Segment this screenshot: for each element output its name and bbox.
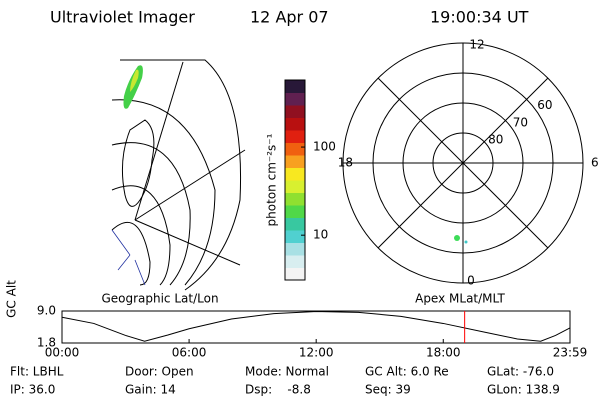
orbit-frame: [61, 310, 571, 344]
colorbar-segment: [285, 267, 305, 281]
instrument: Ultraviolet Imager: [50, 8, 195, 27]
mlat-label: 60: [537, 98, 552, 112]
y-tick-label: 1.8: [37, 336, 56, 350]
colorbar-segment: [285, 105, 305, 118]
date: 12 Apr 07: [250, 8, 329, 27]
spoke: [377, 77, 549, 249]
polar-label: Apex MLat/MLT: [415, 292, 505, 306]
info-field: IP: 36.0: [10, 383, 55, 397]
aurora-spot: [454, 235, 460, 241]
mlt-label: 0: [467, 274, 475, 288]
time: 19:00:34 UT: [430, 8, 529, 27]
aurora-spot: [464, 240, 468, 244]
colorbar-tick-label: 100: [313, 140, 336, 154]
colorbar-segment: [285, 192, 305, 206]
y-tick-label: 9.0: [37, 304, 56, 318]
mlt-label: 6: [591, 156, 599, 170]
colorbar-segment: [285, 205, 305, 218]
info-field: GLat: -76.0: [487, 365, 554, 379]
x-tick-label: 00:00: [45, 346, 80, 360]
mlat-label: 70: [513, 115, 528, 129]
info-field: Dsp: -8.8: [245, 383, 311, 397]
info-field: Mode: Normal: [245, 365, 329, 379]
x-tick-label: 12:00: [299, 346, 334, 360]
colorbar-segment: [285, 117, 305, 131]
x-tick-label: 18:00: [426, 346, 461, 360]
mlt-label: 12: [469, 38, 484, 52]
x-tick-label: 23:59: [553, 346, 588, 360]
colorbar-segment: [285, 217, 305, 231]
y-axis-label: GC Alt: [5, 280, 19, 318]
colorbar-segment: [285, 230, 305, 243]
colorbar-segment: [285, 167, 305, 181]
info-field: Seq: 39: [365, 383, 411, 397]
colorbar-segment: [285, 142, 305, 156]
colorbar-segment: [285, 155, 305, 168]
colorbar-segment: [285, 92, 305, 106]
info-field: Gain: 14: [125, 383, 176, 397]
colorbar-tick-label: 10: [313, 228, 328, 242]
colorbar-segment: [285, 255, 305, 268]
map-label: Geographic Lat/Lon: [101, 292, 218, 306]
orbit-altitude: [61, 310, 571, 342]
info-field: GLon: 138.9: [487, 383, 560, 397]
colorbar-segment: [285, 80, 305, 93]
colorbar-segment: [285, 242, 305, 256]
geo-map: [111, 59, 246, 291]
mlat-label: 80: [488, 133, 503, 147]
info-field: GC Alt: 6.0 Re: [365, 365, 449, 379]
mlt-label: 18: [338, 156, 353, 170]
info-field: Door: Open: [125, 365, 194, 379]
colorbar-segment: [285, 180, 305, 193]
x-tick-label: 06:00: [172, 346, 207, 360]
info-field: Flt: LBHL: [10, 365, 64, 379]
colorbar-label: photon cm⁻²s⁻¹: [265, 133, 279, 226]
colorbar-frame: [284, 79, 306, 281]
colorbar-segment: [285, 130, 305, 143]
